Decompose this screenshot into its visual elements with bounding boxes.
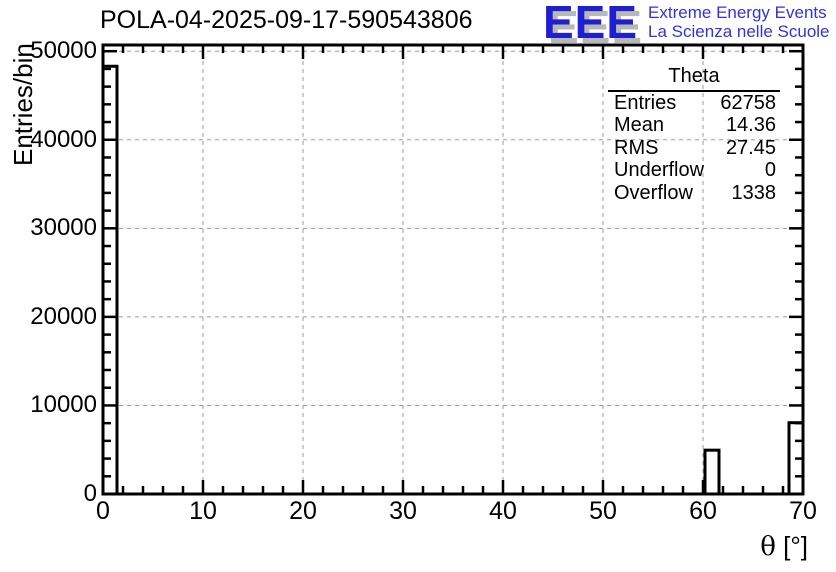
stats-row-value: 62758 — [720, 92, 776, 114]
x-tick-label: 40 — [489, 497, 517, 525]
y-tick-label: 50000 — [30, 37, 97, 65]
stats-row-label: Entries — [614, 92, 677, 114]
plot-title: POLA-04-2025-09-17-590543806 — [100, 6, 473, 34]
theta-symbol: θ — [760, 532, 776, 562]
stats-row-label: RMS — [614, 136, 659, 159]
plot-frame — [101, 43, 805, 496]
stats-row-label: Mean — [614, 114, 665, 137]
x-tick-label: 10 — [189, 497, 217, 525]
x-tick-label: 60 — [689, 497, 717, 525]
stats-row-value: 14.36 — [725, 114, 776, 137]
stats-row-value: 27.45 — [725, 136, 776, 159]
x-tick-label: 30 — [389, 497, 417, 525]
x-axis-unit: [°] — [783, 531, 808, 561]
y-tick-label: 40000 — [30, 125, 97, 153]
stats-row: Underflow 0 — [608, 159, 780, 181]
x-tick-label: 50 — [589, 497, 617, 525]
stats-row: Mean 14.36 — [608, 114, 780, 136]
histogram-bar — [703, 448, 721, 496]
y-tick-label: 0 — [83, 480, 97, 507]
x-tick-label: 70 — [789, 497, 817, 525]
stats-title: Theta — [668, 65, 720, 87]
y-tick-label: 20000 — [30, 302, 97, 330]
y-tick-label: 30000 — [30, 214, 97, 242]
x-tick-label: 20 — [289, 497, 317, 525]
x-tick-label: 0 — [96, 497, 110, 525]
stats-row-label: Underflow — [614, 159, 705, 182]
stats-row: RMS 27.45 — [608, 137, 780, 159]
eee-logo-line1: Extreme Energy Events — [648, 3, 827, 22]
x-axis-title: θ [°] — [760, 531, 808, 562]
stats-row-value: 1338 — [731, 181, 777, 204]
y-tick-label: 10000 — [30, 391, 97, 419]
stats-row: Entries 62758 — [608, 92, 780, 114]
eee-logo: EEE Extreme Energy Events La Scienza nel… — [543, 0, 830, 48]
eee-logo-text: Extreme Energy Events La Scienza nelle S… — [648, 3, 829, 41]
stats-row: Overflow 1338 — [608, 182, 780, 204]
histogram-bar — [101, 64, 119, 496]
eee-logo-acronym: EEE — [543, 0, 639, 48]
stats-box: Theta Entries 62758 Mean 14.36 RMS 27.45 Under… — [608, 64, 780, 204]
stats-row-value: 0 — [764, 159, 776, 182]
stats-row-label: Overflow — [614, 181, 693, 204]
stats-rows: Entries 62758 Mean 14.36 RMS 27.45 Underflow 0 O… — [608, 92, 780, 204]
stats-underline — [608, 90, 780, 92]
eee-logo-line2: La Scienza nelle Scuole — [648, 22, 830, 41]
